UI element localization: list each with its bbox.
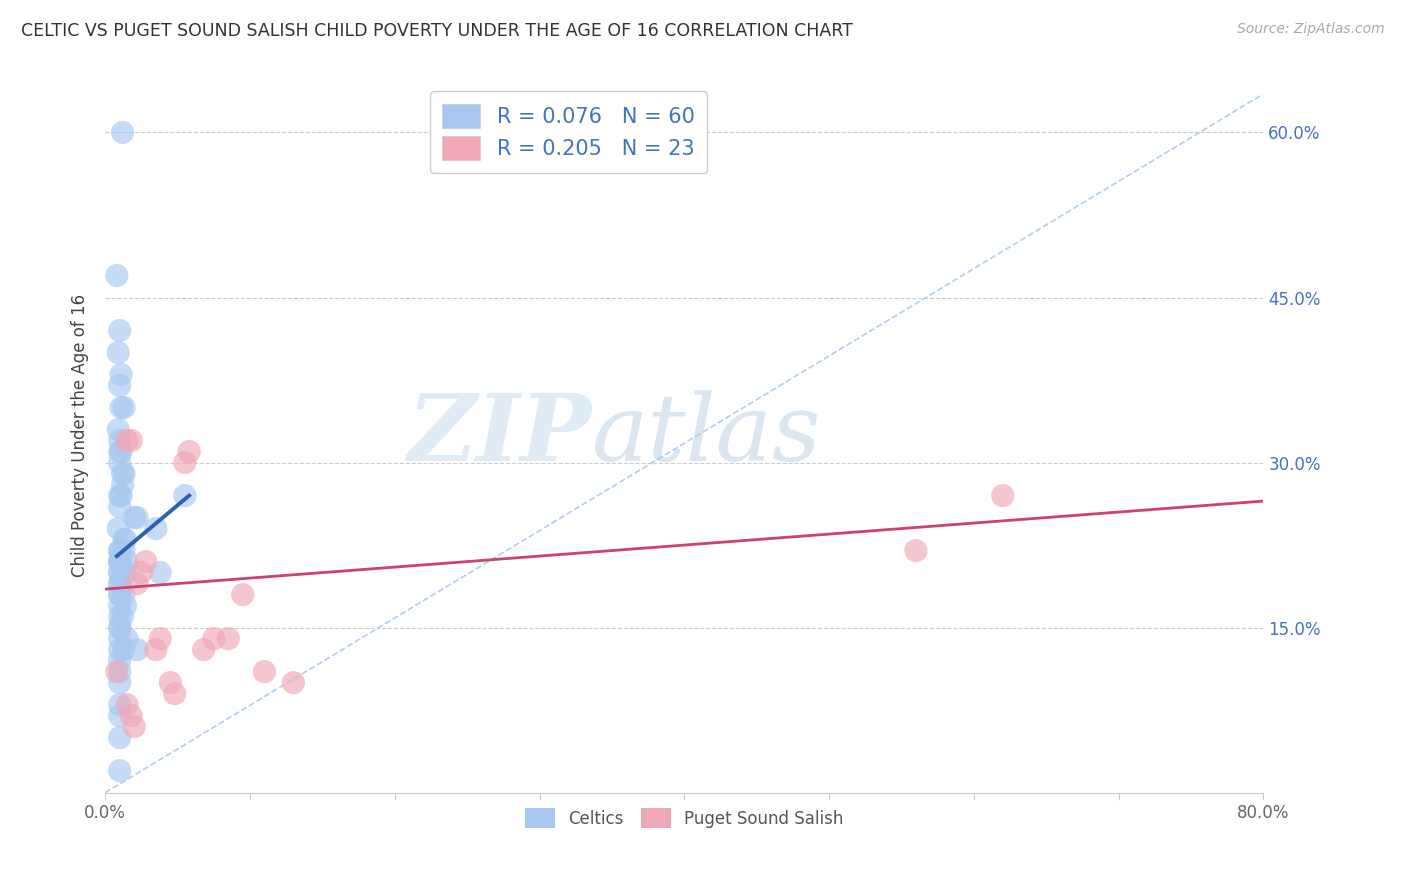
Point <box>108 500 131 514</box>
Point <box>108 489 131 503</box>
Text: Source: ZipAtlas.com: Source: ZipAtlas.com <box>1237 22 1385 37</box>
Point <box>114 566 136 580</box>
Point <box>217 632 239 646</box>
Point <box>232 588 254 602</box>
Point <box>108 434 131 448</box>
Point <box>159 675 181 690</box>
Point <box>111 609 134 624</box>
Point <box>135 555 157 569</box>
Point <box>173 456 195 470</box>
Point <box>125 510 148 524</box>
Point <box>111 477 134 491</box>
Point <box>145 522 167 536</box>
Point <box>108 675 131 690</box>
Point <box>110 368 132 382</box>
Point <box>108 576 131 591</box>
Point <box>107 345 129 359</box>
Point <box>145 642 167 657</box>
Point <box>163 687 186 701</box>
Point <box>108 378 131 392</box>
Point <box>131 566 153 580</box>
Point <box>108 456 131 470</box>
Point <box>108 654 131 668</box>
Y-axis label: Child Poverty Under the Age of 16: Child Poverty Under the Age of 16 <box>72 293 89 576</box>
Point <box>105 665 128 679</box>
Point <box>108 566 131 580</box>
Point <box>108 764 131 778</box>
Point <box>108 698 131 712</box>
Point <box>125 576 148 591</box>
Point <box>253 665 276 679</box>
Point <box>108 324 131 338</box>
Point <box>120 434 142 448</box>
Point <box>108 588 131 602</box>
Point <box>108 555 131 569</box>
Text: atlas: atlas <box>592 390 821 480</box>
Point <box>108 621 131 635</box>
Point <box>125 642 148 657</box>
Point <box>112 467 135 481</box>
Point <box>108 576 131 591</box>
Point <box>108 566 131 580</box>
Point <box>110 444 132 458</box>
Legend: Celtics, Puget Sound Salish: Celtics, Puget Sound Salish <box>519 802 851 834</box>
Point <box>149 632 172 646</box>
Point <box>108 632 131 646</box>
Point <box>991 489 1014 503</box>
Point <box>112 588 135 602</box>
Point <box>111 467 134 481</box>
Point <box>108 543 131 558</box>
Point <box>108 543 131 558</box>
Point <box>107 522 129 536</box>
Point <box>193 642 215 657</box>
Point <box>112 401 135 415</box>
Point <box>110 489 132 503</box>
Point <box>120 708 142 723</box>
Point <box>114 599 136 613</box>
Point <box>108 609 131 624</box>
Point <box>108 599 131 613</box>
Point <box>105 268 128 283</box>
Point <box>904 543 927 558</box>
Point <box>202 632 225 646</box>
Point <box>108 642 131 657</box>
Point <box>115 434 138 448</box>
Text: ZIP: ZIP <box>408 390 592 480</box>
Point <box>112 642 135 657</box>
Point <box>115 632 138 646</box>
Point <box>115 698 138 712</box>
Point <box>108 555 131 569</box>
Point <box>108 555 131 569</box>
Point <box>112 533 135 547</box>
Point <box>108 665 131 679</box>
Point <box>108 444 131 458</box>
Point <box>112 543 135 558</box>
Point <box>111 125 134 139</box>
Point <box>115 555 138 569</box>
Point <box>173 489 195 503</box>
Point <box>122 510 145 524</box>
Point <box>107 423 129 437</box>
Point <box>179 444 201 458</box>
Point <box>108 731 131 745</box>
Point <box>283 675 305 690</box>
Point <box>110 401 132 415</box>
Point <box>108 621 131 635</box>
Point <box>108 588 131 602</box>
Point <box>108 708 131 723</box>
Point <box>149 566 172 580</box>
Text: CELTIC VS PUGET SOUND SALISH CHILD POVERTY UNDER THE AGE OF 16 CORRELATION CHART: CELTIC VS PUGET SOUND SALISH CHILD POVER… <box>21 22 853 40</box>
Point <box>114 533 136 547</box>
Point <box>122 720 145 734</box>
